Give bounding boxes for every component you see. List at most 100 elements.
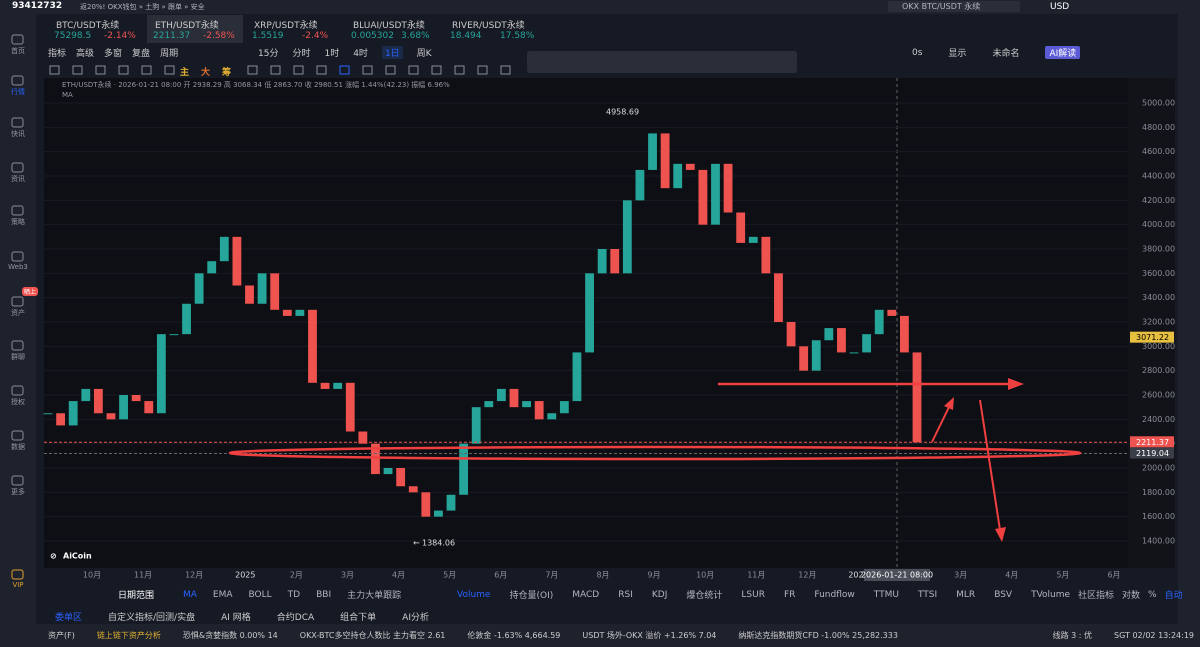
toolbar-btn[interactable]: AI解读 [1045,46,1081,59]
bottom-tab[interactable]: 合约DCA [276,613,315,623]
tab-price[interactable]: 75298.5 [54,31,92,41]
sidebar-item[interactable]: 更多 [11,488,25,496]
indicator[interactable]: TD [287,589,301,600]
draw-tool[interactable]: 大 [201,68,211,78]
candle [119,395,128,420]
ma-label[interactable]: MA [62,91,73,99]
bottom-tab[interactable]: 组合下单 [340,613,377,623]
tab-price[interactable]: 18.494 [450,31,482,41]
toolbar-btn[interactable]: 未命名 [992,49,1020,59]
currency[interactable]: USD [1050,2,1070,12]
period-btn[interactable]: 4时 [353,49,368,59]
tab-price[interactable]: 0.005302 [351,31,394,41]
candle [698,169,708,225]
indicator[interactable]: TTMU [873,589,899,600]
sidebar-item[interactable]: 群聊 [11,353,25,361]
status-item[interactable]: SGT 02/02 13:24:19 [1114,631,1194,640]
price-tag-bg [1130,436,1174,448]
sidebar-item[interactable]: 快讯 [11,130,25,138]
indicator[interactable]: MLR [956,589,976,600]
indicator[interactable]: 社区指标 [1078,591,1115,601]
indicator[interactable]: % [1148,589,1157,600]
range-btn[interactable]: 日期范围 [118,591,155,601]
indicator[interactable]: Fundflow [814,589,855,600]
bottom-tab[interactable]: AI分析 [402,613,429,623]
status-item[interactable]: OKX-BTC多空持仓人数比 主力看空 2.61 [299,631,446,640]
tab-symbol[interactable]: BLUAI/USDT永续 [353,21,425,31]
tab-symbol[interactable]: BTC/USDT永续 [56,21,120,31]
bottom-tab[interactable]: AI 网格 [221,613,251,623]
indicator[interactable]: TTSI [917,589,938,600]
indicator[interactable]: 主力大单跟踪 [347,591,402,601]
indicator[interactable]: TVolume [1031,589,1071,600]
indicator[interactable]: Volume [457,589,491,600]
draw-tool[interactable]: 主 [180,68,190,78]
toolbar-btn[interactable]: 周期 [160,49,179,59]
tab-change[interactable]: -2.58% [203,31,235,41]
sidebar-item[interactable]: 资讯 [11,175,25,183]
tab-change[interactable]: 17.58% [500,31,535,41]
toolbar-btn[interactable]: 0s [912,47,923,58]
sidebar-item[interactable]: VIP [12,581,24,589]
status-item[interactable]: USDT 场外-OKX 溢价 +1.26% 7.04 [582,631,717,640]
indicator[interactable]: FR [783,589,796,600]
sidebar-item[interactable]: 首页 [11,47,25,55]
period-btn[interactable]: 分时 [292,49,311,59]
indicator[interactable]: 对数 [1122,591,1141,601]
indicator[interactable]: MACD [572,589,600,600]
sidebar-item[interactable]: 策略 [11,218,25,226]
status-item[interactable]: 线路 3 : 优 [1052,631,1093,640]
tab-symbol[interactable]: ETH/USDT永续 [155,21,219,31]
sidebar-item[interactable]: 资产 [11,309,25,317]
tab-price[interactable]: 1.5519 [252,31,284,41]
period-btn[interactable]: 1日 [381,46,403,59]
tab-change[interactable]: -2.14% [104,31,136,41]
draw-tool[interactable]: 筹 [222,68,232,78]
indicator[interactable]: EMA [212,589,233,600]
candle [685,163,695,170]
bottom-tab[interactable]: 委单区 [55,613,83,623]
indicator[interactable]: BBI [316,589,332,600]
indicator[interactable]: RSI [618,589,633,600]
indicator[interactable]: BOLL [248,589,272,600]
toolbar-btn[interactable]: 指标 [48,49,67,59]
toolbar-btn[interactable]: 显示 [948,49,967,59]
status-item[interactable]: 恐惧&贪婪指数 0.00% 14 [182,631,278,640]
indicator[interactable]: 自动 [1164,591,1183,601]
tab-price[interactable]: 2211.37 [153,31,191,41]
tab-change[interactable]: 3.68% [401,31,430,41]
indicator[interactable]: 持仓量(OI) [509,591,554,601]
toolbar-btn[interactable]: 高级 [76,49,95,59]
toolbar-btn[interactable]: 复盘 [132,49,151,59]
sidebar-badge[interactable]: 晒上 [22,287,39,296]
indicator[interactable]: 爆仓统计 [686,591,723,601]
indicator[interactable]: KDJ [651,589,668,600]
sidebar-item[interactable]: 授权 [11,398,25,406]
chart-info[interactable]: ETH/USDT永续 · 2026-01-21 08:00 开 2938.29 … [62,81,450,89]
status-item[interactable]: 资产(F) [48,631,75,640]
period-btn[interactable]: 周K [416,49,432,59]
x-tick-label: 5月 [443,571,456,580]
candle [282,309,292,316]
status-item[interactable]: 链上链下资产分析 [96,631,161,640]
sidebar-item[interactable]: 行情 [11,88,25,96]
status-item[interactable]: 伦敦金 -1.63% 4,664.59 [467,631,561,640]
tab-symbol[interactable]: XRP/USDT永续 [254,21,318,31]
status-item[interactable]: 纳斯达克指数期货CFD -1.00% 25,282.333 [738,631,898,640]
indicator[interactable]: MA [183,589,197,600]
tab-change[interactable]: -2.4% [302,31,329,41]
account[interactable]: 93412732 [12,1,63,11]
tab-symbol[interactable]: RIVER/USDT永续 [452,21,525,31]
tool-icon [431,65,442,75]
sidebar-item[interactable]: 数据 [11,443,25,451]
candle [723,163,733,213]
period-btn[interactable]: 1时 [324,49,340,59]
toolbar-btn[interactable]: 多窗 [104,49,123,59]
promo[interactable]: 返20%! OKX钱包 » 土狗 » 跟单 » 安全 [80,3,205,11]
search[interactable]: OKX BTC/USDT 永续 [888,1,1020,12]
period-btn[interactable]: 15分 [258,49,279,59]
indicator[interactable]: LSUR [741,589,765,600]
bottom-tab[interactable]: 自定义指标/回测/实盘 [108,613,196,623]
sidebar-item[interactable]: Web3 [8,263,28,271]
indicator[interactable]: BSV [994,589,1013,600]
